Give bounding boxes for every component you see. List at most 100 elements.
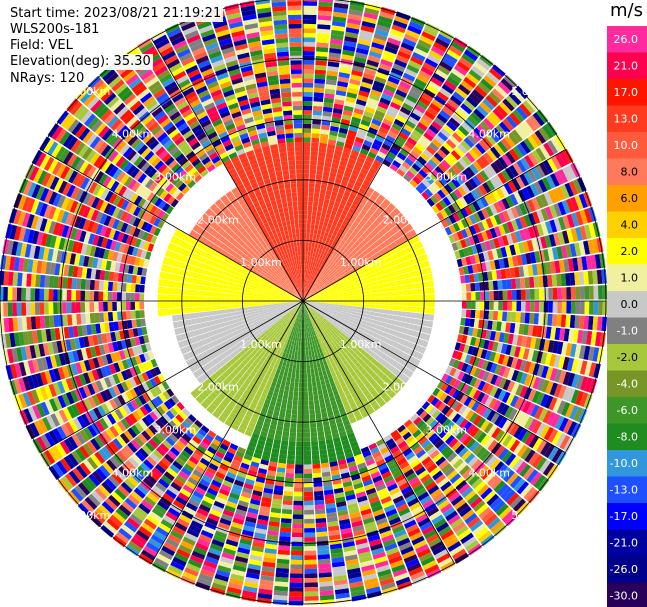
ppi-gate: [424, 333, 431, 342]
ppi-gate: [346, 211, 353, 219]
ppi-gate: [344, 549, 357, 557]
ppi-gate: [310, 224, 315, 230]
ppi-gate: [444, 79, 457, 91]
ppi-gate: [362, 450, 372, 458]
ppi-gate: [458, 57, 473, 69]
ppi-gate: [357, 352, 364, 359]
ppi-gate: [534, 406, 544, 420]
ppi-gate: [352, 301, 358, 304]
ppi-gate: [294, 487, 303, 492]
ppi-gate: [211, 358, 219, 366]
ppi-gate: [395, 114, 407, 124]
ppi-gate: [320, 295, 326, 298]
ppi-gate: [84, 476, 97, 490]
ppi-gate: [190, 494, 202, 504]
ppi-gate: [118, 528, 133, 541]
ppi-gate: [454, 161, 465, 172]
ppi-gate: [316, 301, 322, 303]
ppi-gate: [407, 25, 422, 35]
ppi-gate: [246, 344, 253, 350]
ppi-gate: [232, 355, 239, 362]
ppi-gate: [529, 301, 535, 312]
ppi-gate: [287, 454, 295, 460]
ppi-gate: [325, 262, 330, 268]
ppi-gate: [139, 405, 149, 416]
ppi-gate: [304, 564, 318, 570]
ppi-gate: [317, 554, 331, 560]
ppi-gate: [318, 288, 323, 292]
ppi-gate: [230, 573, 245, 582]
ppi-gate: [493, 214, 503, 226]
ppi-gate: [259, 463, 269, 470]
ppi-gate: [109, 514, 123, 528]
ppi-gate: [320, 458, 329, 464]
ppi-gate: [346, 456, 355, 464]
ppi-gate: [237, 446, 246, 454]
ppi-gate: [379, 577, 395, 586]
ppi-gate: [531, 238, 539, 251]
ppi-gate: [295, 303, 300, 308]
ppi-gate: [373, 374, 381, 382]
ppi-gate: [333, 437, 341, 444]
ppi-gate: [340, 179, 348, 187]
ppi-gate: [319, 220, 324, 227]
ppi-gate: [454, 146, 465, 158]
ppi-gate: [461, 121, 473, 134]
ppi-gate: [291, 546, 303, 551]
ppi-gate: [348, 125, 359, 133]
ppi-gate: [120, 481, 133, 494]
ppi-gate: [532, 325, 539, 337]
ppi-gate: [377, 487, 389, 496]
ppi-gate: [419, 313, 426, 320]
ppi-gate: [318, 147, 327, 153]
ppi-gate: [313, 247, 317, 253]
ppi-gate: [363, 249, 369, 256]
ppi-gate: [295, 345, 299, 351]
ppi-gate: [428, 49, 443, 61]
ppi-gate: [312, 276, 316, 281]
ppi-gate: [277, 329, 282, 335]
ppi-gate: [312, 299, 317, 301]
ppi-gate: [394, 215, 402, 224]
ppi-gate: [423, 149, 434, 159]
ppi-gate: [303, 282, 305, 288]
ppi-gate: [444, 156, 455, 167]
ppi-gate: [332, 11, 347, 18]
ppi-gate: [497, 199, 506, 212]
ppi-gate: [382, 331, 388, 338]
ppi-gate: [331, 322, 337, 327]
ppi-gate: [286, 339, 291, 345]
ppi-gate: [402, 254, 409, 262]
ppi-gate: [139, 480, 152, 492]
ppi-gate: [341, 230, 348, 236]
ppi-gate: [255, 379, 262, 387]
ppi-gate: [370, 230, 377, 237]
ppi-gate: [348, 9, 363, 17]
ppi-gate: [583, 345, 591, 360]
ppi-gate: [275, 328, 281, 333]
ppi-gate: [318, 1, 333, 8]
ppi-gate: [303, 328, 305, 333]
ppi-gate: [303, 441, 311, 447]
ppi-gate: [248, 338, 254, 344]
ppi-gate: [292, 345, 296, 351]
ppi-gate: [507, 301, 513, 311]
ppi-gate: [332, 287, 338, 292]
ppi-gate: [266, 534, 279, 541]
ppi-gate: [75, 465, 88, 479]
ppi-gate: [341, 114, 352, 121]
ppi-gate: [375, 438, 385, 447]
ppi-gate: [435, 425, 445, 436]
ppi-gate: [476, 232, 485, 243]
ppi-gate: [430, 301, 435, 308]
ppi-gate: [402, 328, 409, 335]
ppi-gate: [343, 291, 348, 295]
ppi-gate: [504, 513, 519, 527]
ppi-gate: [408, 323, 415, 330]
ppi-gate: [422, 477, 434, 488]
ppi-gate: [323, 310, 328, 314]
ppi-gate: [323, 309, 329, 312]
ppi-gate: [444, 170, 455, 181]
ppi-gate: [282, 375, 287, 382]
ppi-gate: [296, 428, 303, 433]
